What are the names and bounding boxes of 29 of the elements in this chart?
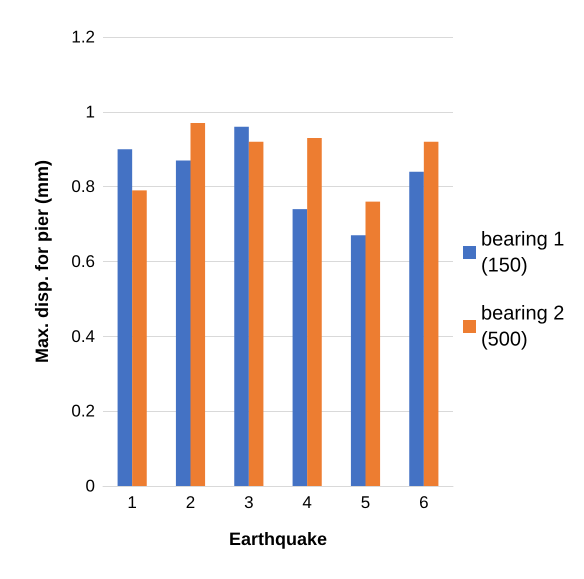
bar — [366, 202, 380, 486]
x-tick-label: 2 — [186, 493, 196, 512]
bar — [132, 190, 147, 486]
x-axis-title: Earthquake — [228, 529, 328, 549]
bar — [292, 209, 308, 486]
x-tick-label: 5 — [360, 493, 370, 512]
x-tick-label: 1 — [127, 493, 137, 512]
x-tick-label: 3 — [244, 493, 254, 512]
bar — [118, 149, 132, 486]
y-tick-label: 0.4 — [71, 326, 95, 346]
bar — [350, 235, 366, 486]
y-axis-title: Max. disp. for pier (mm) — [32, 160, 52, 364]
x-tick-label: 6 — [419, 493, 429, 512]
y-tick-label: 1.2 — [71, 28, 95, 46]
bar — [234, 126, 249, 486]
x-tick-label: 4 — [302, 493, 312, 512]
legend-label: bearing 2 (500) — [481, 302, 570, 350]
y-tick-label: 0.6 — [71, 252, 95, 271]
bar — [409, 172, 424, 486]
y-tick-label: 0 — [86, 476, 95, 496]
y-tick-label: 0.2 — [71, 402, 95, 421]
bar — [307, 138, 322, 486]
legend-label: bearing 1 (150) — [481, 228, 570, 276]
y-tick-label: 1 — [86, 102, 95, 122]
bar — [190, 123, 206, 486]
bar — [176, 160, 190, 486]
bar — [424, 142, 438, 486]
bar — [248, 142, 264, 486]
y-tick-label: 0.8 — [71, 177, 95, 196]
